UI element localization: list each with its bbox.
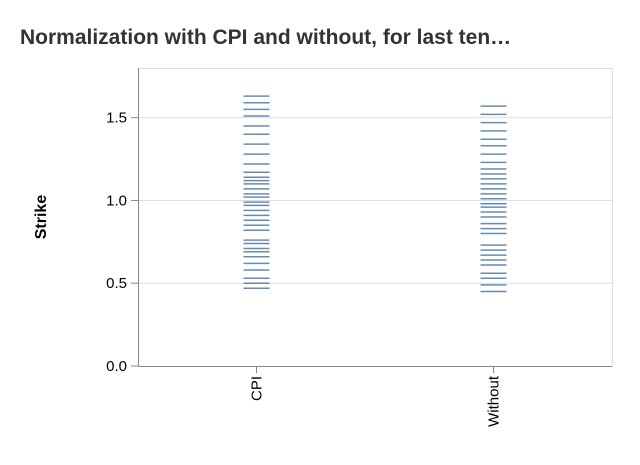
- y-tick-label: 1.5: [106, 110, 127, 127]
- y-tick-label: 1.0: [106, 192, 127, 209]
- y-axis-label: Strike: [33, 195, 50, 240]
- x-tick-label: Without: [486, 375, 503, 427]
- y-tick-label: 0.0: [106, 358, 127, 375]
- plot-frame: [138, 68, 613, 367]
- x-tick-label: CPI: [249, 376, 266, 401]
- y-tick-label: 0.5: [106, 275, 127, 292]
- chart-title: Normalization with CPI and without, for …: [20, 26, 511, 49]
